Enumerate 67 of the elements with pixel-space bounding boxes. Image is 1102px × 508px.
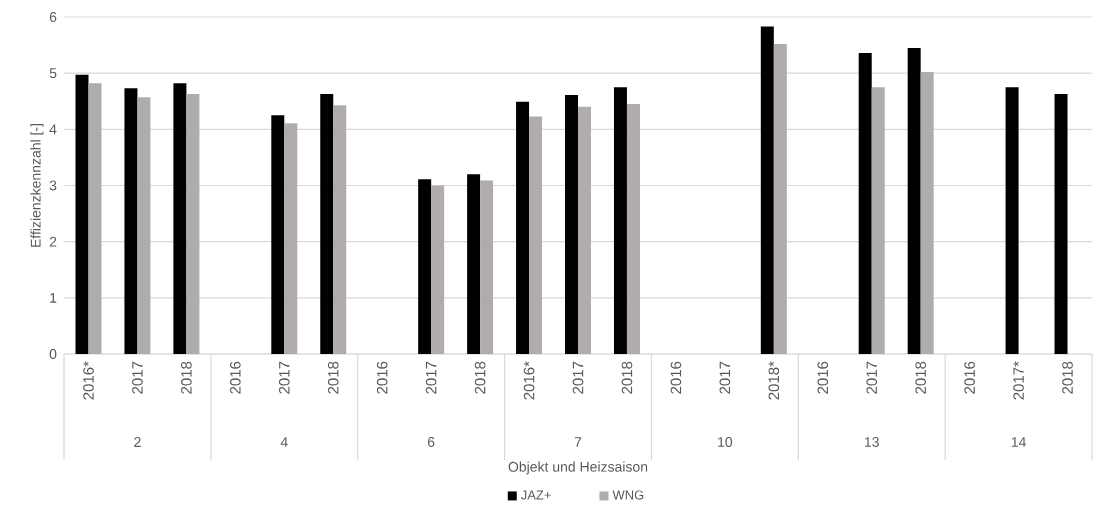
bar — [1005, 87, 1019, 354]
x-tick-label: 2016 — [964, 361, 975, 394]
bar — [137, 97, 151, 354]
bar — [467, 174, 481, 354]
bar — [124, 88, 138, 354]
x-tick-label: 2016 — [230, 361, 241, 394]
bar — [760, 26, 774, 354]
text: 2 — [134, 437, 141, 447]
text: 7 — [574, 437, 582, 447]
bar — [858, 52, 872, 354]
bar — [613, 87, 627, 354]
x-tick-label: 2017 — [132, 361, 143, 394]
bar — [320, 93, 334, 354]
bar — [333, 105, 347, 354]
y-tick-label: 3 — [49, 180, 57, 191]
x-tick-label: 2018 — [474, 361, 486, 394]
x-tick-label: 2017 — [719, 361, 731, 394]
y-axis-title: Effizienzkennzahl [-] — [30, 124, 44, 247]
x-tick-label: 2017* — [1013, 361, 1024, 400]
x-tick-label: 2017 — [278, 361, 290, 394]
x-tick-label: 2016 — [670, 361, 682, 394]
bar — [431, 185, 445, 354]
y-tick-label: 1 — [50, 293, 57, 303]
y-tick-label: 6 — [49, 12, 57, 22]
legend-label: WNG — [612, 490, 644, 500]
bar — [516, 101, 530, 354]
x-tick-label: 2018 — [1062, 361, 1073, 394]
bar — [871, 87, 885, 354]
text: 13 — [865, 437, 879, 447]
x-tick-label: 2017 — [572, 361, 584, 394]
bar — [418, 179, 432, 354]
bar — [75, 74, 89, 354]
text: 10 — [718, 437, 733, 447]
legend-label: JAZ+ — [520, 490, 551, 500]
bar — [284, 123, 298, 354]
x-tick-label: 2016* — [83, 361, 94, 400]
x-tick-label: 2017 — [425, 361, 437, 394]
bar — [565, 95, 579, 354]
bar — [173, 83, 187, 354]
x-tick-label: 2018 — [181, 361, 192, 394]
x-tick-label: 2018 — [327, 361, 339, 394]
text: 4 — [280, 437, 288, 447]
x-tick-label: 2018 — [621, 361, 633, 394]
y-tick-label: 0 — [49, 349, 57, 359]
x-tick-label: 2017 — [866, 361, 878, 394]
bar — [271, 115, 285, 354]
bar — [1054, 93, 1068, 354]
x-tick-label: 2018 — [915, 361, 926, 394]
x-axis-title: Objekt und Heizsaison — [508, 461, 648, 475]
x-tick-label: 2016* — [523, 361, 535, 400]
bar — [773, 43, 787, 354]
y-tick-label: 5 — [49, 68, 57, 79]
x-tick-label: 2018* — [768, 361, 780, 400]
bar — [578, 106, 592, 354]
x-tick-label: 2016 — [817, 361, 829, 394]
bar — [907, 47, 921, 354]
x-tick-label: 2016 — [376, 361, 388, 394]
y-tick-label: 2 — [49, 236, 57, 247]
text: 6 — [427, 437, 435, 447]
bar — [920, 72, 934, 354]
bar — [88, 83, 102, 354]
bar — [529, 116, 543, 354]
text: 14 — [1011, 437, 1026, 447]
bar — [626, 104, 640, 354]
y-tick-label: 4 — [49, 124, 57, 135]
bar — [480, 180, 494, 354]
bar — [186, 93, 200, 354]
